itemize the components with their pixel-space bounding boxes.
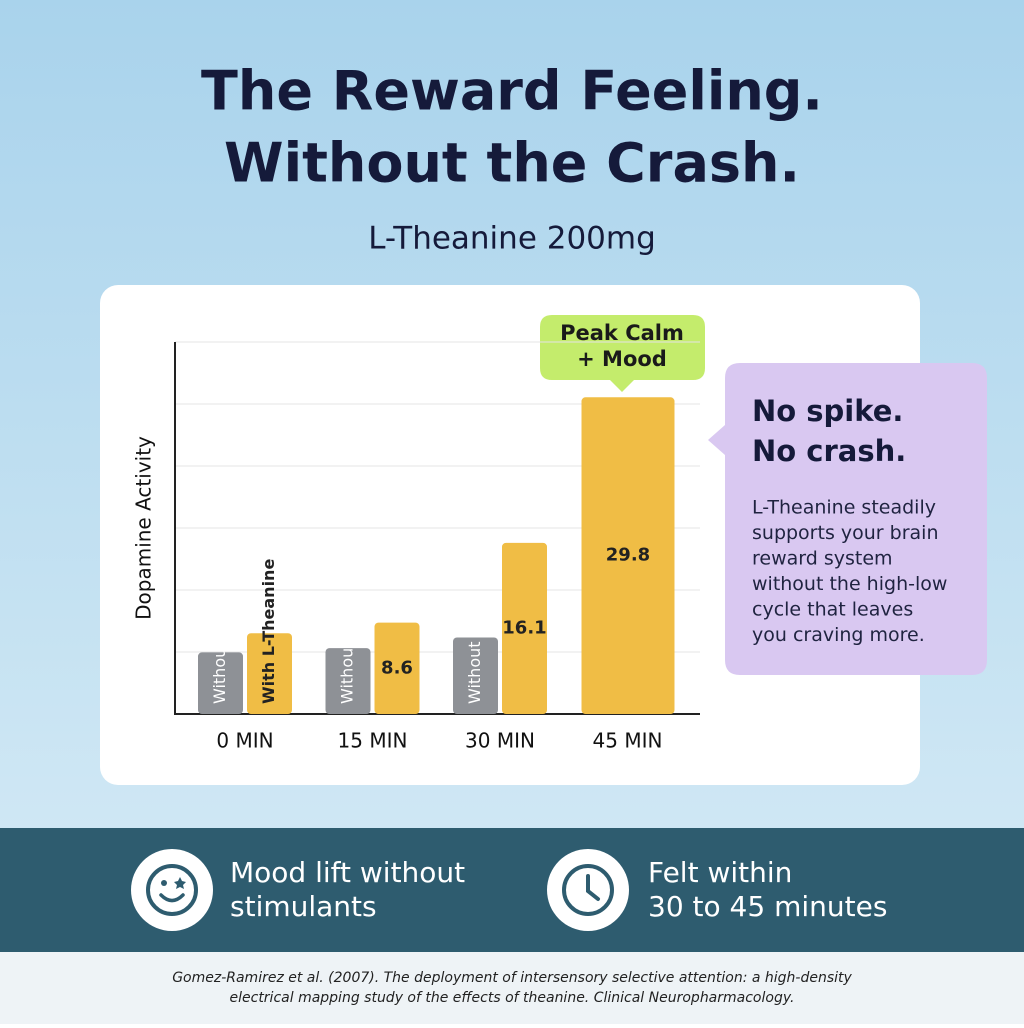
side-note-body: cycle that leaves	[752, 599, 913, 621]
side-note-heading: No crash.	[752, 434, 906, 468]
bar	[374, 622, 420, 714]
icon-clock-hands	[586, 874, 600, 901]
citation-band	[0, 952, 1024, 1024]
value-label: 16.1	[502, 617, 546, 638]
title: The Reward Feeling.	[201, 60, 823, 123]
series-label: With L-Theanine	[259, 559, 278, 704]
bar	[581, 397, 675, 714]
side-note-body: L-Theanine steadily	[752, 497, 936, 519]
side-note-body: reward system	[752, 548, 893, 570]
series-label: Without	[210, 641, 229, 704]
series-label: Without	[465, 641, 484, 704]
value-label: 29.8	[606, 545, 650, 566]
y-axis-label: Dopamine Activity	[132, 436, 156, 620]
value-label: 8.6	[381, 657, 413, 678]
annotation-bubble	[540, 315, 705, 392]
bar	[453, 637, 498, 714]
citation: electrical mapping study of the effects …	[230, 990, 795, 1006]
side-note-box	[708, 363, 987, 675]
annotation: Peak Calm	[560, 321, 684, 345]
x-tick-label: 45 MIN	[593, 729, 663, 753]
icon-face	[146, 864, 198, 916]
subtitle: L-Theanine 200mg	[368, 221, 656, 257]
side-note-body: supports your brain	[752, 522, 938, 544]
side-note-body: you craving more.	[752, 624, 925, 646]
feature-text: stimulants	[230, 890, 377, 923]
icon-smile	[159, 893, 185, 903]
icon-mood	[131, 849, 213, 931]
feature-text: Felt within	[648, 856, 792, 889]
bar	[502, 542, 547, 714]
bar	[247, 633, 292, 714]
icon-star	[174, 877, 186, 889]
chart-card	[100, 285, 920, 785]
icon-clock-face	[562, 864, 614, 916]
title: Without the Crash.	[224, 132, 800, 195]
annotation: + Mood	[577, 347, 667, 371]
feature-text: 30 to 45 minutes	[648, 890, 887, 923]
citation: Gomez-Ramirez et al. (2007). The deploym…	[172, 970, 852, 986]
bar	[325, 648, 371, 714]
x-tick-label: 30 MIN	[465, 729, 535, 753]
side-note-body: without the high-low	[752, 573, 947, 595]
icon-eye	[161, 880, 167, 886]
x-tick-label: 0 MIN	[216, 729, 273, 753]
x-tick-label: 15 MIN	[338, 729, 408, 753]
bar	[198, 652, 243, 714]
feature-text: Mood lift without	[230, 856, 465, 889]
series-label: Without	[338, 641, 357, 704]
side-note-heading: No spike.	[752, 394, 903, 428]
